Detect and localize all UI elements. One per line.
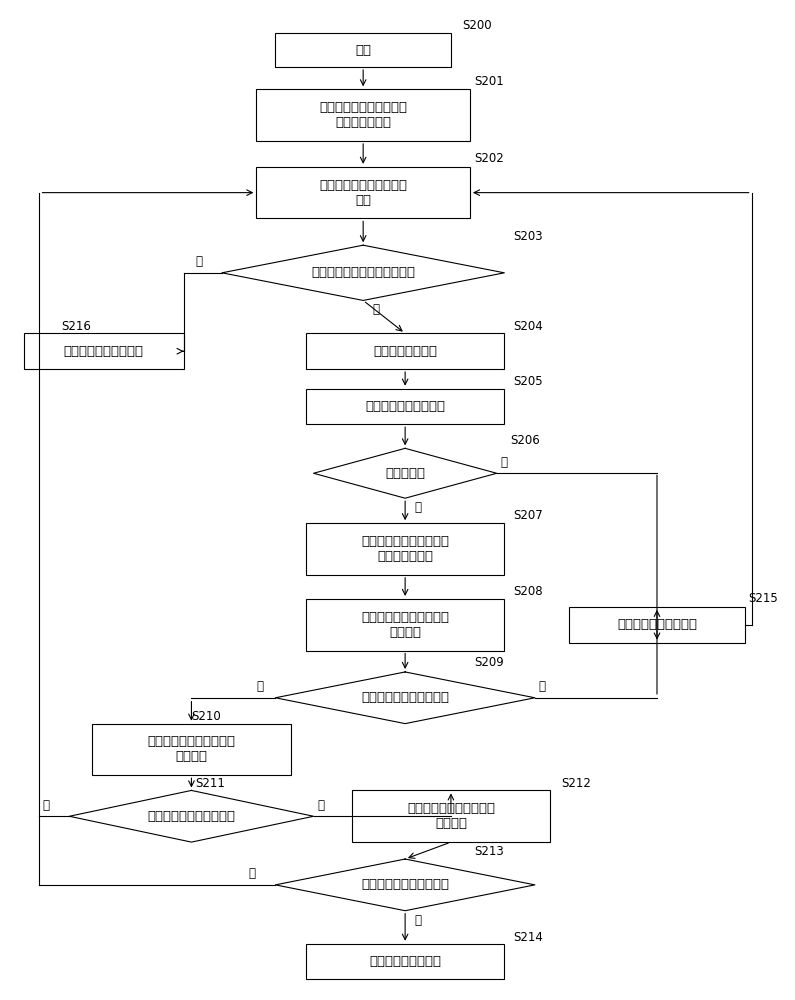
Text: 开始: 开始 (355, 44, 371, 57)
Text: 检查通过？: 检查通过？ (385, 467, 425, 480)
Text: S208: S208 (514, 585, 543, 598)
Text: 未发现目标，返回失败: 未发现目标，返回失败 (64, 345, 144, 358)
Text: 根据支持的频带，生成频
组基频测量列表: 根据支持的频带，生成频 组基频测量列表 (319, 101, 407, 129)
Text: S206: S206 (510, 434, 541, 447)
FancyBboxPatch shape (569, 607, 745, 643)
Text: 选择最强频组基频: 选择最强频组基频 (373, 345, 437, 358)
Text: S209: S209 (474, 656, 503, 669)
Text: S210: S210 (192, 710, 221, 723)
FancyBboxPatch shape (306, 389, 504, 424)
Text: 否: 否 (539, 680, 545, 693)
FancyBboxPatch shape (92, 724, 291, 775)
Text: S203: S203 (514, 230, 543, 243)
Text: 找到最好的阶段二结果？: 找到最好的阶段二结果？ (147, 810, 235, 823)
Text: 频点阶段二测量，并获得
测量结果: 频点阶段二测量，并获得 测量结果 (147, 735, 235, 763)
Text: 存在未识别的有效频组基频？: 存在未识别的有效频组基频？ (311, 266, 415, 279)
Text: 根据频组基频，生成频点
阶段一测量列表: 根据频组基频，生成频点 阶段一测量列表 (361, 535, 449, 563)
Text: 频组基频延时惩罚检查: 频组基频延时惩罚检查 (365, 400, 445, 413)
FancyBboxPatch shape (306, 333, 504, 369)
Text: S215: S215 (749, 592, 778, 605)
Text: S200: S200 (463, 19, 492, 32)
Text: S214: S214 (514, 931, 543, 944)
Text: 否: 否 (249, 867, 256, 880)
Text: 是: 是 (256, 680, 263, 693)
FancyBboxPatch shape (306, 944, 504, 979)
Text: 否: 否 (43, 799, 49, 812)
FancyBboxPatch shape (256, 89, 470, 141)
Text: 发现目标，返回成功: 发现目标，返回成功 (369, 955, 441, 968)
Text: S201: S201 (474, 75, 503, 88)
Text: S211: S211 (196, 777, 225, 790)
Text: S204: S204 (514, 320, 543, 333)
Text: 是: 是 (372, 303, 379, 316)
Text: S212: S212 (560, 777, 591, 790)
Text: S216: S216 (62, 320, 91, 333)
Text: S207: S207 (514, 509, 543, 522)
Text: S213: S213 (474, 845, 503, 858)
Text: S202: S202 (474, 152, 503, 165)
Text: 否: 否 (196, 255, 202, 268)
FancyBboxPatch shape (306, 523, 504, 575)
Text: 频组基频测量，获得测量
结果: 频组基频测量，获得测量 结果 (319, 179, 407, 207)
FancyBboxPatch shape (306, 599, 504, 651)
FancyBboxPatch shape (351, 790, 550, 842)
Text: 是: 是 (317, 799, 324, 812)
Text: 找到最好的阶段三结果？: 找到最好的阶段三结果？ (361, 878, 449, 891)
Text: S205: S205 (514, 375, 543, 388)
Text: 否: 否 (501, 456, 507, 469)
Text: 是: 是 (414, 914, 421, 927)
Text: 频点阶段一测量，并获得
测量结果: 频点阶段一测量，并获得 测量结果 (361, 611, 449, 639)
FancyBboxPatch shape (275, 33, 451, 67)
Text: 是: 是 (414, 501, 421, 514)
Text: 找到最好的阶段一结果？: 找到最好的阶段一结果？ (361, 691, 449, 704)
FancyBboxPatch shape (256, 167, 470, 218)
Text: 频点阶段三测量，并获得
测量结果: 频点阶段三测量，并获得 测量结果 (407, 802, 495, 830)
FancyBboxPatch shape (24, 333, 184, 369)
Text: 设置频组基频延时惩罚: 设置频组基频延时惩罚 (617, 618, 697, 631)
